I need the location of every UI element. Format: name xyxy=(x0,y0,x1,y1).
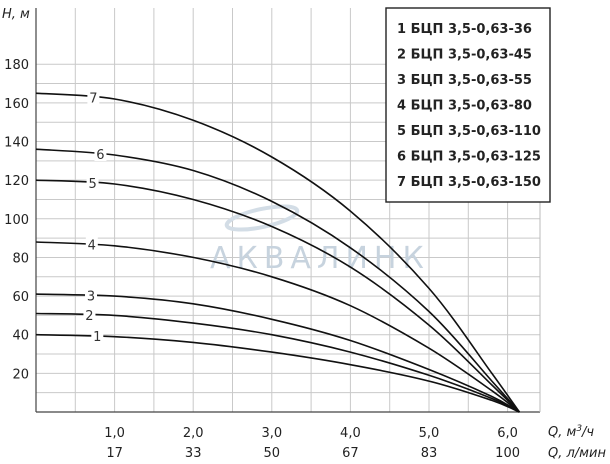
y-tick-label: 20 xyxy=(12,367,29,382)
x-tick-label-lpm: 33 xyxy=(185,446,202,461)
legend: 1 БЦП 3,5-0,63-36 2 БЦП 3,5-0,63-45 3 БЦП … xyxy=(385,7,551,203)
watermark-logo xyxy=(224,204,300,232)
y-tick-label: 60 xyxy=(12,290,29,305)
x-tick-label: 5,0 xyxy=(419,426,440,441)
x-tick-label: 1,0 xyxy=(104,426,125,441)
curve-1 xyxy=(35,333,520,413)
x-tick-label: 3,0 xyxy=(261,426,282,441)
curves xyxy=(35,92,521,413)
x-axis-title: Q, м3/ч xyxy=(548,424,594,440)
watermark-text: АКВАЛИНК xyxy=(210,241,430,276)
x-tick-label-lpm: 100 xyxy=(495,446,520,461)
legend-entry-1: 1 БЦП 3,5-0,63-36 xyxy=(397,22,532,37)
legend-box xyxy=(385,7,551,203)
legend-entry-7: 7 БЦП 3,5-0,63-150 xyxy=(397,175,541,190)
x-tick-labels: 1,0 17 2,0 33 3,0 50 4,0 67 5,0 83 6,0 100 xyxy=(104,426,520,461)
curve-number-2: 2 xyxy=(85,309,93,324)
x-tick-label: 4,0 xyxy=(340,426,361,441)
x-tick-label: 2,0 xyxy=(183,426,204,441)
curve-label-bg xyxy=(87,89,100,105)
y-tick-label: 100 xyxy=(4,213,29,228)
curve-2 xyxy=(35,312,520,413)
y-axis-title: H, м xyxy=(2,7,30,22)
y-tick-label: 180 xyxy=(4,58,29,73)
legend-entry-2: 2 БЦП 3,5-0,63-45 xyxy=(397,48,532,63)
curve-4 xyxy=(35,241,520,413)
curve-label-bg xyxy=(94,146,107,162)
y-tick-label: 40 xyxy=(12,329,29,344)
curve-6 xyxy=(35,148,520,413)
x-axis-title-2: Q, л/мин xyxy=(548,446,606,461)
curve-number-4: 4 xyxy=(88,239,96,254)
curve-7 xyxy=(35,92,521,413)
y-tick-label: 160 xyxy=(4,97,29,112)
y-tick-label: 80 xyxy=(12,251,29,266)
x-tick-label-lpm: 83 xyxy=(421,446,438,461)
y-tick-labels: 20 40 60 80 100 120 140 160 180 xyxy=(4,58,29,382)
x-tick-label-lpm: 50 xyxy=(264,446,281,461)
curve-number-5: 5 xyxy=(88,177,96,192)
curve-number-1: 1 xyxy=(93,330,101,345)
curve-label-bg xyxy=(85,287,98,303)
x-tick-label-lpm: 67 xyxy=(342,446,359,461)
x-tick-label-lpm: 17 xyxy=(106,446,123,461)
curve-label-bg xyxy=(86,174,99,190)
curve-5 xyxy=(35,179,520,413)
curve-3 xyxy=(35,293,520,413)
curve-number-3: 3 xyxy=(87,290,95,305)
x-tick-label: 6,0 xyxy=(497,426,518,441)
curve-label-bg xyxy=(83,306,96,322)
curve-label-bg xyxy=(91,328,104,344)
curve-label-bg xyxy=(85,236,98,252)
curve-number-6: 6 xyxy=(96,148,104,163)
legend-entry-6: 6 БЦП 3,5-0,63-125 xyxy=(397,150,541,165)
curve-number-7: 7 xyxy=(89,91,97,106)
watermark: АКВАЛИНК xyxy=(210,204,430,276)
legend-entry-4: 4 БЦП 3,5-0,63-80 xyxy=(397,99,532,114)
legend-entry-3: 3 БЦП 3,5-0,63-55 xyxy=(397,73,532,88)
y-tick-label: 140 xyxy=(4,136,29,151)
legend-entry-5: 5 БЦП 3,5-0,63-110 xyxy=(397,124,541,139)
y-tick-label: 120 xyxy=(4,174,29,189)
